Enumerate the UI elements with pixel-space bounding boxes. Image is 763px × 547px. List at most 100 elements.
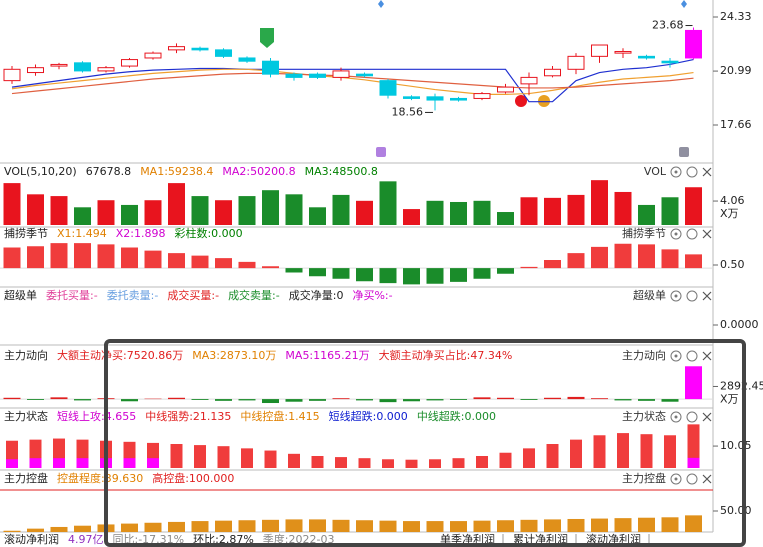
close-icon <box>702 474 712 484</box>
bar <box>687 424 700 468</box>
help-icon <box>686 228 698 240</box>
bar <box>288 453 300 468</box>
bar <box>27 528 44 532</box>
bar <box>450 268 467 282</box>
candle-body <box>356 73 373 77</box>
bar <box>614 243 632 269</box>
bar <box>450 521 467 532</box>
help-icon <box>686 290 698 302</box>
price-icons <box>260 0 689 157</box>
candle-body <box>379 80 397 96</box>
settings-icon-dot <box>674 354 678 358</box>
header-item: 大额主动净买:7520.86万 <box>57 348 183 362</box>
close-icon <box>702 412 712 422</box>
header-item: X1:1.494 <box>57 227 107 240</box>
bar <box>638 204 655 225</box>
bar <box>74 243 91 269</box>
bar <box>567 518 585 532</box>
candle-body <box>520 76 538 85</box>
bar <box>332 194 350 225</box>
bar <box>452 458 465 468</box>
header-item: 成交买量:- <box>167 288 219 302</box>
bar <box>497 397 514 400</box>
bar <box>544 260 561 269</box>
header-item: 捕捞季节 <box>4 226 48 240</box>
y-tick-label: 0.0000 <box>720 318 759 331</box>
signal-icon <box>260 28 274 48</box>
bar <box>168 521 185 532</box>
candle-body <box>238 57 256 62</box>
bar <box>544 197 561 225</box>
y-tick-label: 2892.45 <box>720 379 763 392</box>
bar <box>591 398 608 400</box>
y-tick-label: 20.99 <box>720 64 752 77</box>
header-item: 季度:2022-03 <box>263 532 335 546</box>
bar <box>215 200 232 225</box>
settings-icon-dot <box>674 232 678 236</box>
bar <box>309 519 326 532</box>
bar <box>29 458 42 468</box>
bar <box>405 459 418 468</box>
bar <box>664 435 676 468</box>
bar <box>27 194 44 225</box>
candle-body <box>74 62 91 72</box>
header-item: 净买%:- <box>352 288 392 302</box>
event-icon <box>538 95 550 107</box>
bar <box>523 448 535 468</box>
bar <box>638 517 655 532</box>
bar <box>403 399 420 402</box>
bar <box>356 200 373 225</box>
tab[interactable]: 滚动净利润 <box>586 532 641 546</box>
bar <box>520 399 538 400</box>
tab[interactable]: 累计净利润 <box>513 532 568 546</box>
highlight-box <box>104 339 746 547</box>
bar <box>429 459 441 468</box>
header-item: X2:1.898 <box>116 227 166 240</box>
bar <box>426 521 444 532</box>
header-item: 中线超跌:0.000 <box>417 409 496 423</box>
bar <box>450 201 467 225</box>
candle-body <box>285 73 303 78</box>
bar <box>123 458 136 468</box>
bar <box>97 244 115 269</box>
y-tick-label: 24.33 <box>720 10 752 23</box>
tab[interactable]: 单季净利润 <box>440 532 495 546</box>
candle-body <box>97 67 115 72</box>
bar <box>473 200 491 225</box>
bar <box>215 258 232 269</box>
header-item: 主力状态 <box>4 409 48 423</box>
candle-body <box>121 59 138 67</box>
header-item: 彩柱数:0.000 <box>174 226 242 240</box>
bar <box>27 246 44 269</box>
bar <box>215 520 232 532</box>
bar <box>546 444 559 468</box>
bar <box>285 399 303 402</box>
candle-body <box>685 29 702 59</box>
header-item: 控盘程度:39.630 <box>57 471 143 485</box>
bar <box>591 518 608 532</box>
header-item: 滚动净利润 <box>4 532 59 546</box>
bar <box>3 183 21 225</box>
bar <box>285 519 303 532</box>
bar <box>356 399 373 401</box>
header-item: 短线上攻:4.655 <box>57 409 136 423</box>
bar <box>638 399 655 401</box>
bar <box>285 268 303 273</box>
candle-body <box>27 67 44 74</box>
bar <box>685 187 702 225</box>
y-tick-label: 4.06 <box>720 194 745 207</box>
bar <box>382 459 394 468</box>
bar <box>497 268 514 274</box>
bar <box>570 439 582 468</box>
bar <box>217 446 230 468</box>
bar <box>614 518 632 532</box>
bar <box>285 194 303 225</box>
bar <box>332 519 350 532</box>
bar <box>567 396 585 400</box>
bar <box>638 244 655 269</box>
candle-body <box>497 86 514 93</box>
bar <box>3 530 21 532</box>
bar <box>309 207 326 225</box>
